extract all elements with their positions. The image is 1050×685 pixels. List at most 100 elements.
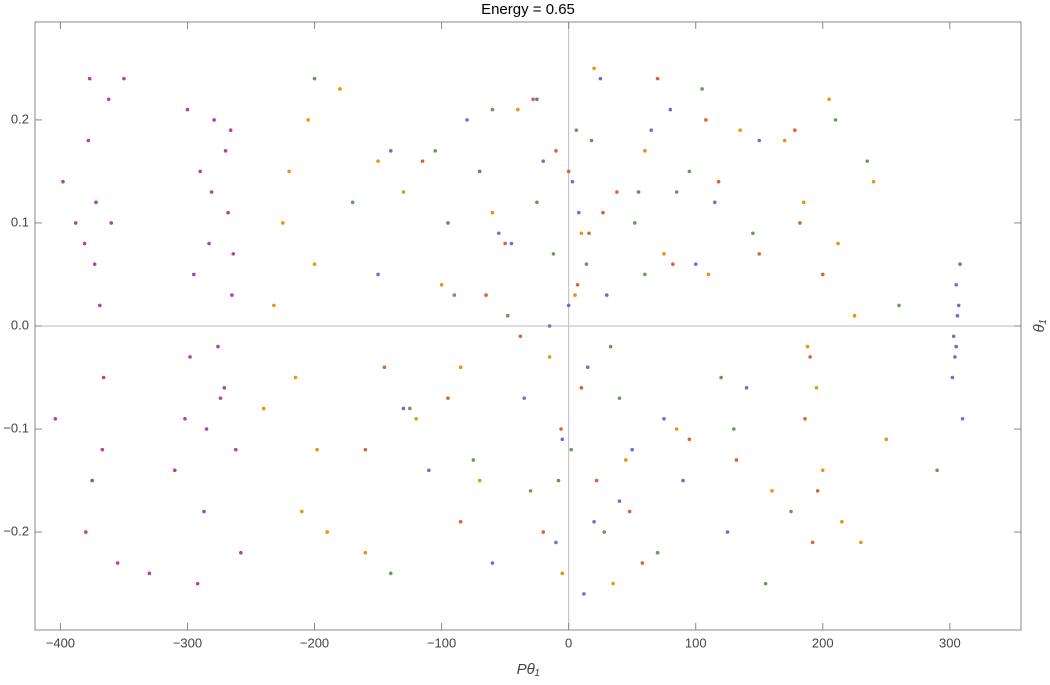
point	[575, 282, 580, 287]
point	[840, 519, 844, 524]
point	[496, 231, 501, 236]
point	[535, 97, 539, 102]
point	[789, 509, 793, 514]
point	[518, 334, 523, 339]
point	[86, 138, 91, 143]
point	[687, 437, 692, 442]
point	[420, 159, 425, 163]
point	[312, 262, 317, 266]
point	[315, 447, 319, 452]
point	[427, 468, 431, 473]
point	[477, 169, 482, 174]
y-tick-label: −0.1	[3, 420, 29, 435]
y-tick-label: 0.1	[11, 214, 29, 229]
point	[627, 509, 632, 514]
point	[716, 179, 721, 184]
point	[604, 293, 609, 297]
point	[306, 118, 310, 122]
point	[239, 550, 243, 555]
point	[624, 458, 628, 462]
point	[574, 128, 579, 133]
point	[465, 118, 469, 122]
point	[734, 458, 739, 462]
point	[280, 221, 285, 225]
point	[956, 303, 961, 308]
point	[231, 252, 236, 256]
point	[636, 190, 641, 194]
point	[106, 97, 111, 102]
point	[810, 540, 815, 545]
point	[594, 478, 599, 483]
point	[293, 375, 298, 380]
point	[100, 447, 105, 452]
point	[602, 530, 607, 534]
point	[836, 241, 840, 246]
point	[815, 489, 820, 493]
point	[325, 530, 330, 534]
point	[589, 138, 594, 143]
point	[662, 252, 666, 256]
point	[376, 159, 380, 163]
point	[871, 179, 876, 184]
point	[560, 571, 565, 576]
point	[503, 241, 507, 246]
point	[803, 416, 807, 421]
point	[617, 499, 622, 503]
point	[662, 416, 666, 421]
point	[272, 303, 276, 308]
y-tick-label: −0.2	[3, 524, 29, 539]
point	[820, 468, 825, 473]
point	[732, 427, 736, 431]
point	[376, 272, 380, 277]
y-axis-label: θ₁	[1031, 319, 1048, 332]
point	[584, 262, 589, 266]
point	[446, 221, 450, 225]
point	[693, 262, 698, 266]
point	[569, 447, 574, 452]
x-tick-label: 200	[812, 635, 834, 650]
point	[531, 97, 535, 102]
point	[704, 118, 708, 122]
point	[53, 416, 58, 421]
point	[338, 87, 342, 91]
x-tick-label: 100	[685, 635, 707, 650]
point	[101, 375, 106, 380]
point	[522, 396, 526, 400]
point	[655, 76, 660, 81]
point	[98, 303, 102, 308]
point	[577, 210, 581, 215]
point	[950, 375, 955, 380]
point	[312, 76, 317, 81]
point	[92, 262, 97, 266]
point	[608, 344, 613, 349]
point	[833, 118, 838, 122]
point	[859, 540, 863, 545]
point	[706, 272, 711, 277]
point	[640, 561, 645, 565]
point	[601, 210, 605, 215]
point	[566, 303, 571, 308]
point	[115, 561, 120, 565]
point	[212, 118, 216, 122]
point	[452, 293, 457, 297]
point	[82, 241, 87, 246]
point	[814, 386, 819, 390]
point	[185, 107, 190, 112]
point	[516, 107, 520, 112]
y-tick-label: 0.2	[11, 111, 29, 126]
point	[954, 344, 958, 349]
point	[617, 396, 622, 400]
point	[751, 231, 755, 236]
point	[559, 427, 563, 431]
point	[446, 396, 450, 400]
point	[408, 406, 412, 411]
point	[183, 416, 187, 421]
point	[763, 581, 768, 586]
point	[770, 489, 774, 493]
point	[712, 200, 717, 205]
point	[674, 190, 679, 194]
point	[827, 97, 831, 102]
point	[592, 519, 596, 524]
point	[630, 447, 634, 452]
